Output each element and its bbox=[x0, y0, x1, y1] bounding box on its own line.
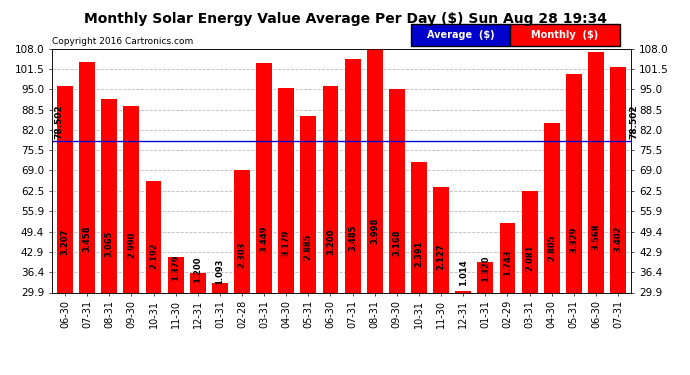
Bar bbox=[610, 67, 626, 375]
Text: 2.990: 2.990 bbox=[127, 232, 136, 258]
Bar bbox=[344, 60, 361, 375]
Bar bbox=[57, 86, 73, 375]
Text: 78.502: 78.502 bbox=[629, 105, 638, 139]
Bar bbox=[124, 106, 139, 375]
Text: 3.179: 3.179 bbox=[282, 229, 290, 256]
Bar bbox=[411, 162, 427, 375]
Text: Average  ($): Average ($) bbox=[426, 30, 494, 40]
Bar bbox=[278, 88, 294, 375]
Text: 2.303: 2.303 bbox=[237, 242, 246, 268]
Text: 3.998: 3.998 bbox=[371, 218, 380, 244]
Text: 3.200: 3.200 bbox=[326, 229, 335, 255]
Bar bbox=[79, 62, 95, 375]
Text: 3.207: 3.207 bbox=[61, 229, 70, 255]
FancyBboxPatch shape bbox=[510, 24, 620, 46]
Bar bbox=[300, 116, 316, 375]
Text: 3.402: 3.402 bbox=[613, 226, 622, 252]
Text: Monthly  ($): Monthly ($) bbox=[531, 30, 598, 40]
Bar bbox=[566, 74, 582, 375]
Bar bbox=[522, 191, 538, 375]
Bar bbox=[168, 257, 184, 375]
Text: 2.081: 2.081 bbox=[525, 244, 534, 271]
Text: Copyright 2016 Cartronics.com: Copyright 2016 Cartronics.com bbox=[52, 38, 193, 46]
Bar bbox=[544, 123, 560, 375]
Bar bbox=[146, 181, 161, 375]
Bar bbox=[588, 52, 604, 375]
Bar bbox=[389, 89, 405, 375]
Bar bbox=[212, 284, 228, 375]
Bar bbox=[500, 223, 515, 375]
Text: Monthly Solar Energy Value Average Per Day ($) Sun Aug 28 19:34: Monthly Solar Energy Value Average Per D… bbox=[83, 12, 607, 26]
Text: 3.065: 3.065 bbox=[105, 231, 114, 257]
Text: 3.485: 3.485 bbox=[348, 225, 357, 251]
FancyBboxPatch shape bbox=[411, 24, 510, 46]
Text: 1.379: 1.379 bbox=[171, 255, 180, 281]
Text: 3.168: 3.168 bbox=[393, 229, 402, 256]
Text: 3.458: 3.458 bbox=[83, 225, 92, 252]
Bar bbox=[101, 99, 117, 375]
Text: 78.502: 78.502 bbox=[54, 105, 63, 139]
Text: 1.200: 1.200 bbox=[193, 257, 202, 284]
Text: 2.391: 2.391 bbox=[415, 240, 424, 267]
Text: 2.127: 2.127 bbox=[437, 244, 446, 270]
Bar bbox=[477, 262, 493, 375]
Text: 2.885: 2.885 bbox=[304, 233, 313, 260]
Bar bbox=[433, 187, 449, 375]
Text: 1.014: 1.014 bbox=[459, 260, 468, 286]
Bar bbox=[190, 273, 206, 375]
Text: 3.568: 3.568 bbox=[591, 224, 600, 250]
Text: 1.320: 1.320 bbox=[481, 255, 490, 282]
Text: 3.449: 3.449 bbox=[259, 225, 268, 252]
Bar bbox=[234, 170, 250, 375]
Bar bbox=[455, 291, 471, 375]
Text: 1.743: 1.743 bbox=[503, 249, 512, 276]
Bar bbox=[256, 63, 272, 375]
Text: 1.093: 1.093 bbox=[215, 258, 224, 285]
Text: 3.329: 3.329 bbox=[569, 227, 578, 254]
Bar bbox=[367, 12, 383, 375]
Bar bbox=[322, 86, 339, 375]
Text: 2.192: 2.192 bbox=[149, 243, 158, 270]
Text: 2.805: 2.805 bbox=[547, 234, 556, 261]
